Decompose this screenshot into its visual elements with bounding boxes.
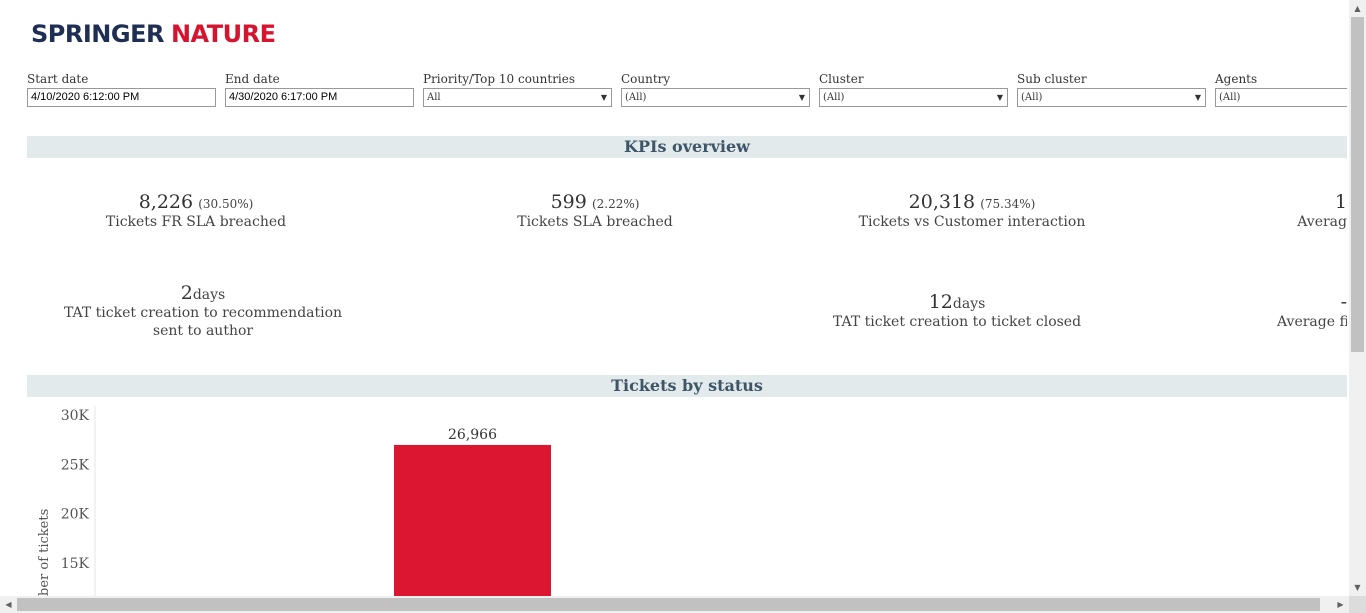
kpi-average-first-truncated: - Average fi [1277, 291, 1347, 331]
filter-label: Start date [27, 72, 89, 86]
country-dropdown[interactable]: (All) ▼ [621, 88, 810, 107]
filter-cluster: Cluster (All) ▼ [819, 71, 1008, 107]
kpi-value: 1 [1334, 191, 1347, 213]
y-tick-label: 25K [61, 457, 90, 473]
cluster-dropdown[interactable]: (All) ▼ [819, 88, 1008, 107]
kpi-customer-interaction: 20,318 (75.34%) Tickets vs Customer inte… [822, 191, 1122, 231]
kpi-sla-breached: 599 (2.22%) Tickets SLA breached [445, 191, 745, 231]
dropdown-arrow-icon[interactable]: ▼ [1194, 93, 1201, 102]
kpi-value: 599 [550, 191, 587, 213]
kpi-label: TAT ticket creation to ticket closed [832, 314, 1082, 330]
kpi-unit: days [192, 287, 226, 303]
dropdown-value: (All) [1021, 92, 1043, 103]
kpi-tat-recommendation: 2days TAT ticket creation to recommendat… [28, 282, 378, 340]
tickets-by-status-header: Tickets by status [27, 375, 1347, 397]
scroll-down-arrow-icon[interactable]: ▼ [1354, 583, 1361, 592]
kpi-tat-closed: 12days TAT ticket creation to ticket clo… [807, 291, 1107, 331]
kpi-label: Tickets vs Customer interaction [858, 214, 1086, 230]
filter-start-date: Start date 4/10/2020 6:12:00 PM [27, 71, 216, 107]
kpi-percent: (30.50%) [198, 197, 254, 211]
horizontal-scroll-thumb[interactable] [17, 598, 1320, 611]
kpi-unit: days [952, 296, 986, 312]
scroll-left-arrow-icon[interactable]: ◀ [5, 600, 12, 609]
dropdown-arrow-icon[interactable]: ▼ [798, 93, 805, 102]
kpi-value: 2 [180, 282, 193, 304]
dropdown-value: (All) [625, 92, 647, 103]
kpi-value: 20,318 [908, 191, 976, 213]
horizontal-scrollbar[interactable]: ◀ ▶ [0, 596, 1349, 613]
logo-word-springer: SPRINGER [31, 20, 164, 48]
dropdown-value: (All) [823, 92, 845, 103]
dropdown-value: (All) [1219, 92, 1241, 103]
kpis-overview-header: KPIs overview [27, 136, 1347, 158]
y-tick-label: 30K [61, 408, 90, 424]
dropdown-arrow-icon[interactable]: ▼ [996, 93, 1003, 102]
kpi-percent: (2.22%) [591, 197, 640, 211]
filter-label: Cluster [819, 72, 864, 86]
filter-priority: Priority/Top 10 countries All ▼ [423, 71, 612, 107]
kpi-label: Average fi [1277, 314, 1347, 330]
kpi-label-line1: TAT ticket creation to recommendation [63, 305, 343, 321]
scrollbar-corner [1349, 596, 1366, 613]
scroll-right-arrow-icon[interactable]: ▶ [1337, 600, 1344, 609]
filter-agents: Agents (All) [1215, 71, 1347, 107]
y-tick-label: 20K [61, 507, 90, 523]
kpi-label-line2: sent to author [152, 323, 254, 339]
logo-word-nature: NATURE [170, 20, 276, 48]
filter-label: Priority/Top 10 countries [423, 72, 576, 86]
kpi-value: - [1340, 291, 1347, 313]
bar-value-label: 26,966 [448, 427, 497, 443]
kpi-average-truncated: 1 Averag [1290, 191, 1347, 231]
bar [394, 444, 551, 596]
tickets-by-status-chart: 30K 25K 20K 15K ber of tickets 26,966 [37, 406, 551, 596]
filter-label: End date [225, 72, 280, 86]
kpi-value: 12 [928, 291, 953, 313]
kpi-fr-sla-breached: 8,226 (30.50%) Tickets FR SLA breached [46, 191, 346, 231]
y-axis-label: ber of tickets [37, 509, 52, 596]
agents-dropdown[interactable]: (All) [1215, 88, 1347, 107]
filter-label: Country [621, 72, 671, 86]
sub-cluster-dropdown[interactable]: (All) ▼ [1017, 88, 1206, 107]
kpi-value: 8,226 [138, 191, 194, 213]
kpi-label: Tickets FR SLA breached [105, 214, 287, 230]
scroll-up-arrow-icon[interactable]: ▲ [1354, 4, 1361, 13]
end-date-input[interactable]: 4/30/2020 6:17:00 PM [225, 88, 414, 107]
filter-end-date: End date 4/30/2020 6:17:00 PM [225, 71, 414, 107]
filter-country: Country (All) ▼ [621, 71, 810, 107]
kpi-label: Tickets SLA breached [517, 214, 673, 230]
dropdown-arrow-icon[interactable]: ▼ [600, 93, 607, 102]
filter-sub-cluster: Sub cluster (All) ▼ [1017, 71, 1206, 107]
kpi-label: Averag [1297, 214, 1347, 230]
vertical-scrollbar[interactable]: ▲ ▼ [1349, 0, 1366, 596]
vertical-scroll-thumb[interactable] [1351, 17, 1364, 352]
priority-dropdown[interactable]: All ▼ [423, 88, 612, 107]
y-tick-label: 15K [61, 556, 90, 572]
filter-label: Agents [1215, 72, 1258, 86]
filter-label: Sub cluster [1017, 72, 1087, 86]
kpi-percent: (75.34%) [980, 197, 1036, 211]
dropdown-value: All [427, 92, 441, 103]
springer-nature-logo: SPRINGER NATURE [31, 18, 276, 50]
start-date-input[interactable]: 4/10/2020 6:12:00 PM [27, 88, 216, 107]
